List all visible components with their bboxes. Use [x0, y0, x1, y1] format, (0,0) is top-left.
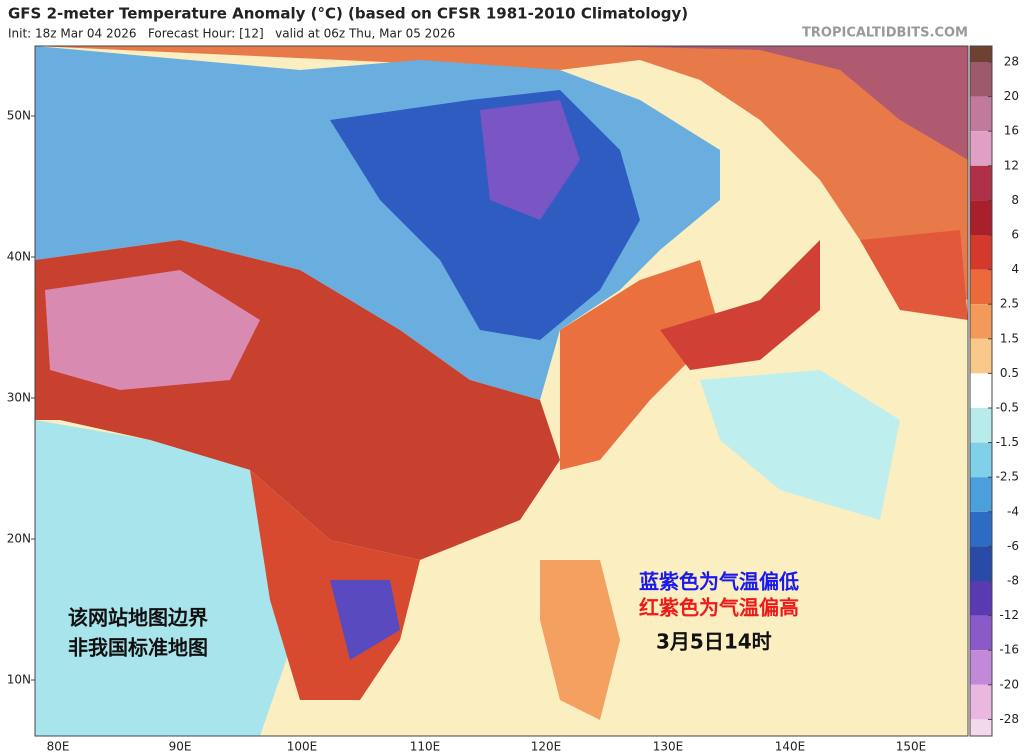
colorbar-label: -4: [1007, 504, 1019, 518]
colorbar-label: -16: [999, 643, 1019, 657]
lat-label: 10N: [7, 673, 31, 687]
colorbar-bin: [970, 269, 992, 305]
colorbar-label: -28: [999, 712, 1019, 726]
colorbar-bin: [970, 165, 992, 201]
colorbar-label: 0.5: [1000, 366, 1019, 380]
colorbar-label: -2.5: [996, 470, 1019, 484]
colorbar-label: 20: [1004, 89, 1019, 103]
lat-label: 20N: [7, 532, 31, 546]
lon-label: 110E: [410, 740, 441, 754]
pacific-cool: [700, 370, 900, 520]
east-sea-warm: [560, 260, 720, 470]
colorbar-bin: [970, 235, 992, 270]
disclaimer-line: 该网站地图边界: [68, 606, 208, 630]
colorbar-label: -1.5: [996, 435, 1019, 449]
map-frame: [34, 45, 969, 737]
lon-label: 90E: [169, 740, 192, 754]
colorbar-bin: [970, 615, 992, 651]
colorbar-label: 28: [1004, 55, 1019, 69]
colorbar-label: -8: [1007, 574, 1019, 588]
tibet-anomaly: [45, 270, 260, 390]
colorbar-bin: [970, 408, 992, 443]
lat-label: 40N: [7, 250, 31, 264]
colorbar-bin: [970, 442, 992, 478]
lat-label: 50N: [7, 109, 31, 123]
colorbar-label: 12: [1004, 158, 1019, 172]
colorbar-bin: [970, 46, 992, 62]
colorbar-bin: [970, 546, 992, 581]
time-label: 3月5日14时: [656, 630, 772, 654]
colorbar-bin: [970, 650, 992, 685]
lon-label: 150E: [896, 740, 927, 754]
colorbar-label: 4: [1011, 262, 1019, 276]
colorbar-label: -6: [1007, 539, 1019, 553]
colorbar-bin: [970, 304, 992, 339]
subtitle: Init: 18z Mar 04 2026 Forecast Hour: [12…: [8, 27, 455, 41]
watermark: TROPICALTIDBITS.COM: [802, 26, 968, 41]
colorbar-bin: [970, 511, 992, 547]
disclaimer-line: 非我国标准地图: [68, 636, 208, 660]
philippines: [540, 560, 620, 720]
legend-high: 红紫色为气温偏高: [639, 596, 799, 620]
legend-low: 蓝紫色为气温偏低: [639, 570, 799, 594]
japan-warm: [660, 240, 820, 370]
pacific-warm: [860, 230, 968, 320]
colorbar-label: -0.5: [996, 401, 1019, 415]
colorbar-bin: [970, 338, 992, 374]
colorbar-bin: [970, 719, 992, 736]
colorbar-label: -20: [999, 677, 1019, 691]
colorbar-label: 8: [1011, 193, 1019, 207]
colorbar-bin: [970, 684, 992, 720]
colorbar-label: -12: [999, 608, 1019, 622]
lon-label: 120E: [531, 740, 562, 754]
colorbar-bin: [970, 131, 992, 166]
colorbar-label: 1.5: [1000, 331, 1019, 345]
title: GFS 2-meter Temperature Anomaly (°C) (ba…: [8, 5, 688, 23]
lon-label: 140E: [775, 740, 806, 754]
colorbar-bin: [970, 200, 992, 235]
lon-label: 130E: [653, 740, 684, 754]
colorbar-bin: [970, 581, 992, 616]
colorbar-frame: [969, 45, 993, 737]
lon-label: 100E: [287, 740, 318, 754]
indochina-cool: [330, 580, 400, 660]
colorbar-label: 2.5: [1000, 297, 1019, 311]
colorbar-label: 6: [1011, 228, 1019, 242]
far-east-anomaly: [600, 46, 968, 160]
colorbar-bin: [970, 96, 992, 132]
lon-label: 80E: [47, 740, 70, 754]
map-area: [34, 45, 969, 737]
cold-peak: [480, 100, 580, 220]
colorbar-bin: [970, 477, 992, 512]
lat-label: 30N: [7, 391, 31, 405]
colorbar-bin: [970, 62, 992, 97]
colorbar-bin: [970, 373, 992, 408]
colorbar-label: 16: [1004, 124, 1019, 138]
